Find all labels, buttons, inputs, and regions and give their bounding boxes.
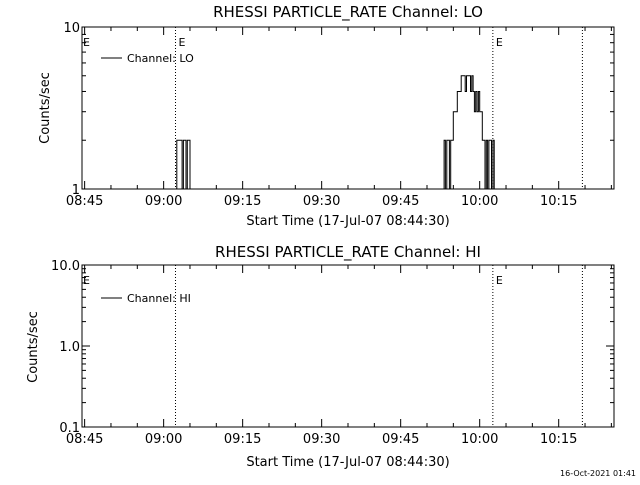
x-axis-hi: 08:45 09:00 09:15 09:30 09:45 10:00 10:15 — [66, 265, 612, 447]
event-marker-label-start: E — [83, 274, 90, 287]
y-tick-label: 10 — [63, 21, 80, 36]
event-marker-label: E — [178, 36, 185, 49]
x-tick-label: 10:00 — [461, 432, 498, 447]
x-tick-label: 09:15 — [224, 432, 261, 447]
x-axis-label-lo: Start Time (17-Jul-07 08:44:30) — [246, 214, 449, 229]
plot-frame-hi — [81, 264, 615, 428]
x-tick-label: 10:15 — [540, 432, 577, 447]
event-markers-lo: E EE — [83, 27, 583, 189]
y-tick-label: 1 — [72, 183, 80, 198]
y-axis-label-hi: Counts/sec — [26, 311, 41, 383]
event-marker-label: E — [496, 36, 503, 49]
y-tick-label: 10.0 — [51, 259, 80, 274]
series-lo — [175, 75, 497, 190]
panel-lo: RHESSI PARTICLE_RATE Channel: LO 1 10 08:… — [38, 3, 615, 229]
chart-title-hi: RHESSI PARTICLE_RATE Channel: HI — [215, 243, 481, 262]
x-tick-label: 09:45 — [382, 432, 419, 447]
x-tick-label: 09:00 — [145, 194, 182, 209]
event-marker-label: E — [496, 274, 503, 287]
x-axis-lo: 08:45 09:00 09:15 09:30 09:45 10:00 10:15 — [66, 27, 612, 209]
timestamp: 16-Oct-2021 01:41 — [560, 469, 636, 478]
x-axis-label-hi: Start Time (17-Jul-07 08:44:30) — [246, 455, 449, 470]
x-tick-label: 09:30 — [303, 432, 340, 447]
legend-label-lo: Channel: LO — [127, 52, 194, 65]
panel-hi: RHESSI PARTICLE_RATE Channel: HI 0.1 1.0 1… — [26, 243, 615, 470]
legend-hi: Channel: HI — [101, 292, 191, 305]
x-tick-label: 09:00 — [145, 432, 182, 447]
x-tick-label: 10:00 — [461, 194, 498, 209]
x-tick-label: 09:15 — [224, 194, 261, 209]
x-tick-label: 09:30 — [303, 194, 340, 209]
legend-lo: Channel: LO — [101, 52, 194, 65]
legend-label-hi: Channel: HI — [127, 292, 191, 305]
x-tick-label: 08:45 — [66, 194, 103, 209]
y-axis-lo: 1 10 — [63, 21, 614, 198]
y-tick-label: 0.1 — [59, 421, 80, 436]
x-tick-label: 08:45 — [66, 432, 103, 447]
y-axis-label-lo: Counts/sec — [38, 72, 53, 144]
x-tick-label: 09:45 — [382, 194, 419, 209]
event-marker-label-start: E — [83, 36, 90, 49]
y-axis-hi: 0.1 1.0 10.0 — [51, 259, 614, 436]
event-markers-hi: EE — [83, 265, 583, 427]
y-tick-label: 1.0 — [59, 340, 80, 355]
series-line-lo — [175, 75, 497, 190]
x-tick-label: 10:15 — [540, 194, 577, 209]
chart-title-lo: RHESSI PARTICLE_RATE Channel: LO — [213, 3, 483, 22]
